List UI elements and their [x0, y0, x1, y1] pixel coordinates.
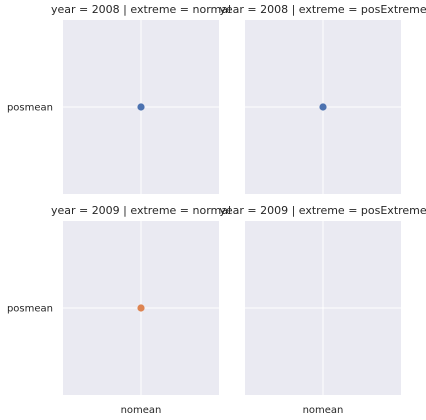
y-tick-label: posmean: [7, 103, 53, 114]
y-tick-label: posmean: [7, 304, 53, 315]
facet-title: year = 2008 | extreme = normal: [51, 3, 231, 16]
facet-title: year = 2009 | extreme = posExtreme: [219, 204, 426, 217]
data-point: [319, 103, 327, 111]
data-point: [137, 304, 145, 312]
data-point: [137, 103, 145, 111]
facet-title: year = 2009 | extreme = normal: [51, 204, 231, 217]
x-tick-label: nomean: [303, 405, 344, 416]
x-tick-label: nomean: [121, 405, 162, 416]
facet-title: year = 2008 | extreme = posExtreme: [219, 3, 426, 16]
